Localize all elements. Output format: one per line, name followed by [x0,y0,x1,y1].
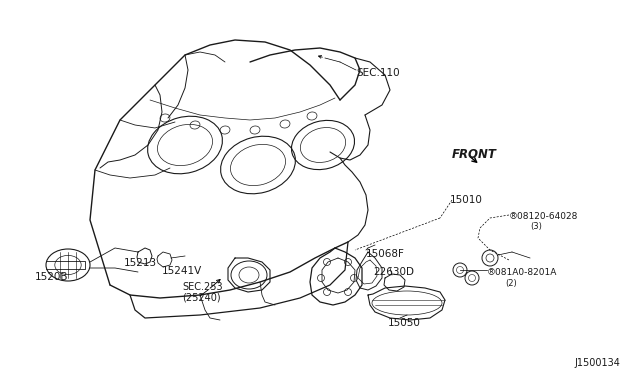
Text: 15050: 15050 [388,318,421,328]
Text: 1520B: 1520B [35,272,68,282]
Text: 15068F: 15068F [366,249,405,259]
Text: (2): (2) [505,279,516,288]
Text: 15241V: 15241V [162,266,202,276]
Text: 15010: 15010 [450,195,483,205]
Text: SEC.110: SEC.110 [356,68,399,78]
Text: SEC.253: SEC.253 [182,282,223,292]
Text: FRONT: FRONT [452,148,497,161]
Text: (25240): (25240) [182,292,221,302]
Text: J1500134: J1500134 [574,358,620,368]
Text: ®081A0-8201A: ®081A0-8201A [487,268,557,277]
Text: 22630D: 22630D [373,267,414,277]
Text: (3): (3) [530,222,542,231]
Text: ®08120-64028: ®08120-64028 [509,212,579,221]
Text: 15213: 15213 [124,258,157,268]
